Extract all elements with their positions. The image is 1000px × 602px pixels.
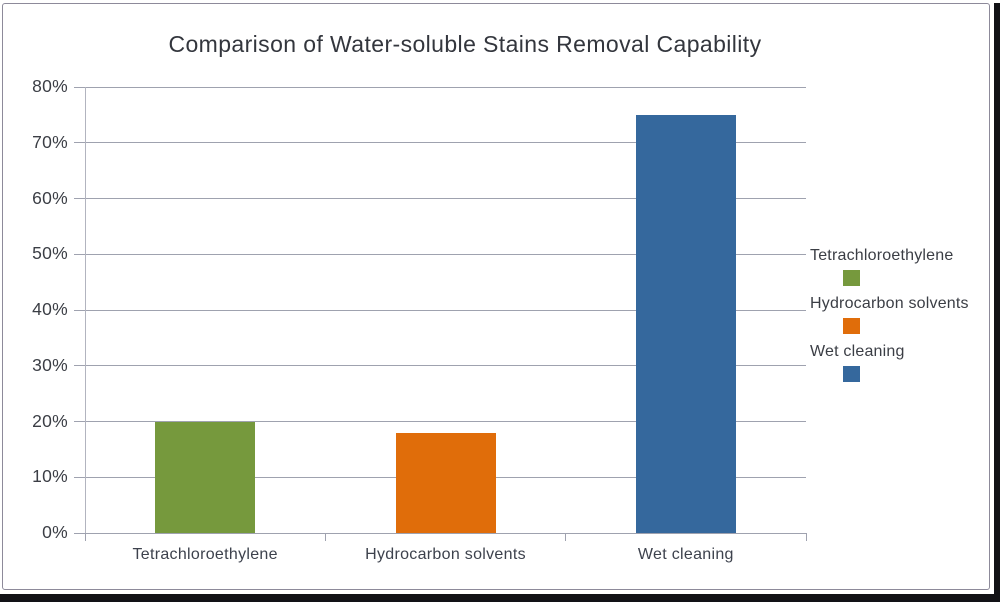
legend-label: Wet cleaning [810,343,905,360]
legend-entry-wet-cleaning: Wet cleaning [810,343,1000,382]
legend-entry-hydrocarbon-solvents: Hydrocarbon solvents [810,295,1000,334]
frame-shadow-right-edge [994,3,1000,602]
legend-label: Hydrocarbon solvents [810,295,969,312]
legend-swatch [843,318,860,334]
legend-swatch [843,366,860,382]
legend-label: Tetrachloroethylene [810,247,954,264]
legend: Tetrachloroethylene Hydrocarbon solvents W… [810,247,1000,391]
chart-title: Comparison of Water-soluble Stains Remov… [168,31,762,57]
legend-swatch [843,270,860,286]
legend-entry-tetrachloroethylene: Tetrachloroethylene [810,247,1000,286]
frame-shadow-bottom-edge [0,594,1000,602]
